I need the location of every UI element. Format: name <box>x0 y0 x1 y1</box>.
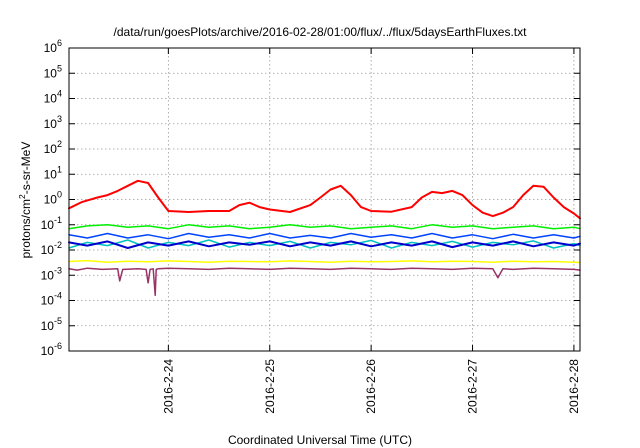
y-tick-label-base: 10 <box>41 319 55 333</box>
y-tick-label-base: 10 <box>44 193 58 207</box>
series-line <box>68 239 581 249</box>
y-tick-label-exponent: -3 <box>54 265 62 275</box>
y-tick-label-exponent: 2 <box>57 139 62 149</box>
x-tick-label: 2016-2-24 <box>161 359 175 414</box>
y-tick-label-base: 10 <box>41 218 55 232</box>
y-axis-label-main: protons/cm <box>19 199 33 258</box>
y-axis-label-superscript: 2 <box>17 194 27 199</box>
y-tick-label-exponent: 1 <box>57 164 62 174</box>
y-tick-label: 102 <box>44 139 62 156</box>
y-tick-label-exponent: 3 <box>57 114 62 124</box>
y-tick-label-base: 10 <box>44 117 58 131</box>
series-line <box>68 259 581 264</box>
y-tick-label-base: 10 <box>44 167 58 181</box>
y-tick-label: 103 <box>44 114 62 131</box>
y-tick-label-exponent: -4 <box>54 291 62 301</box>
y-tick-label: 106 <box>44 38 62 55</box>
y-tick-label-exponent: 4 <box>57 89 62 99</box>
series-layer <box>68 179 581 297</box>
series-line <box>68 179 581 220</box>
y-tick-label: 100 <box>44 190 62 207</box>
y-tick-label-base: 10 <box>41 243 55 257</box>
grid-layer <box>69 48 580 351</box>
y-tick-label-base: 10 <box>41 344 55 358</box>
y-tick-label-exponent: 6 <box>57 38 62 48</box>
y-tick-label-base: 10 <box>41 268 55 282</box>
y-tick-label-exponent: -2 <box>54 240 62 250</box>
y-tick-label-base: 10 <box>44 66 58 80</box>
series-line <box>68 232 581 240</box>
y-tick-label: 104 <box>44 89 62 106</box>
y-tick-label-exponent: -1 <box>54 215 62 225</box>
x-axis-label: Coordinated Universal Time (UTC) <box>228 433 412 447</box>
y-tick-label-base: 10 <box>44 92 58 106</box>
series-line <box>68 267 581 297</box>
y-axis-label-tail: -s-sr-MeV <box>19 142 33 195</box>
chart-title: /data/run/goesPlots/archive/2016-02-28/0… <box>114 25 528 39</box>
axis-layer: 10-610-510-410-310-210-11001011021031041… <box>41 38 581 414</box>
series-line <box>68 240 581 249</box>
y-tick-label-base: 10 <box>44 142 58 156</box>
y-tick-label: 10-4 <box>41 291 62 308</box>
y-tick-label: 105 <box>44 63 62 80</box>
x-tick-label: 2016-2-26 <box>364 359 378 414</box>
y-tick-label: 10-1 <box>41 215 62 232</box>
series-line <box>68 224 581 230</box>
y-tick-label-base: 10 <box>41 294 55 308</box>
y-tick-label-exponent: -6 <box>54 341 62 351</box>
y-tick-label: 10-3 <box>41 265 62 282</box>
y-tick-label-exponent: 5 <box>57 63 62 73</box>
y-tick-label-exponent: -5 <box>54 316 62 326</box>
x-tick-label: 2016-2-27 <box>466 359 480 414</box>
y-tick-label-base: 10 <box>44 41 58 55</box>
y-tick-label: 10-6 <box>41 341 62 358</box>
y-tick-label: 101 <box>44 164 62 181</box>
x-tick-label: 2016-2-25 <box>263 359 277 414</box>
x-tick-label: 2016-2-28 <box>567 359 581 414</box>
y-tick-label: 10-5 <box>41 316 62 333</box>
y-tick-label: 10-2 <box>41 240 62 257</box>
y-tick-label-exponent: 0 <box>57 190 62 200</box>
y-axis-label: protons/cm2-s-sr-MeV <box>17 142 33 259</box>
